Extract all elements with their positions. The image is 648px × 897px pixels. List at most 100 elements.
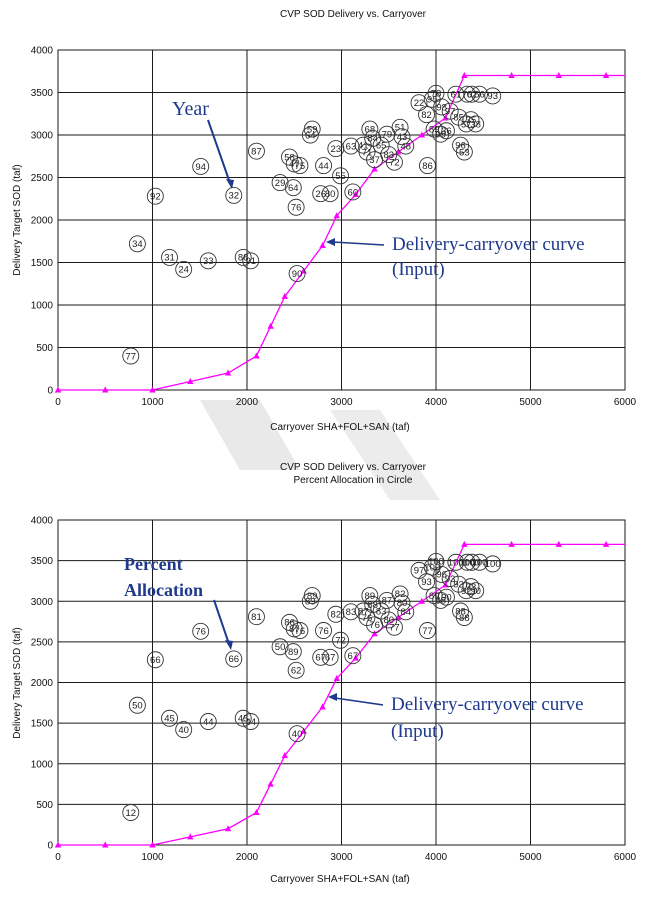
data-point: 91: [242, 252, 260, 270]
annotation-curve-arrow: [332, 241, 385, 246]
data-point-label: 67: [348, 651, 359, 662]
annotation-curve-line2: (Input): [391, 721, 444, 742]
data-point-label: 34: [132, 239, 143, 250]
y-tick-label: 1000: [31, 759, 54, 770]
data-point: 43: [393, 128, 411, 146]
x-tick-label: 3000: [330, 397, 353, 408]
data-point-label: 44: [203, 717, 214, 728]
data-point: 90: [467, 582, 485, 600]
y-tick-label: 3000: [31, 597, 54, 608]
data-point-circle: [433, 565, 451, 583]
data-point-label: 67: [325, 653, 336, 664]
data-point: 56: [471, 85, 488, 103]
data-point-label: 76: [369, 620, 380, 631]
data-point-circle: [288, 725, 306, 743]
data-point-label: 76: [295, 626, 306, 637]
data-point-circle: [432, 591, 450, 609]
data-point-circle: [344, 183, 362, 201]
data-point-label: 77: [422, 626, 433, 637]
data-point: 26: [312, 185, 330, 203]
y-tick-label: 1500: [31, 258, 54, 269]
data-point-label: 78: [431, 89, 442, 100]
data-point-circle: [281, 148, 298, 166]
data-point-circle: [248, 608, 265, 626]
chart-year: CVP SOD Delivery vs. Carryover 0 1000 2000…: [0, 0, 648, 448]
data-point-label: 29: [275, 178, 286, 189]
data-point-label: 88: [435, 596, 446, 607]
data-point-circle: [419, 157, 436, 175]
data-point-circle: [199, 713, 217, 730]
curve-marker: [333, 674, 340, 681]
curve-marker: [418, 131, 426, 138]
data-point-label: 77: [125, 351, 136, 362]
data-point-label: 100: [485, 559, 501, 570]
curve-marker: [508, 540, 515, 547]
data-point-label: 93: [487, 91, 498, 102]
annotation-percent-arrowhead: [225, 640, 233, 650]
data-point-label: 88: [455, 606, 466, 617]
data-point-circle: [234, 248, 252, 266]
data-point-label: 89: [288, 647, 299, 658]
data-point-circle: [312, 648, 330, 666]
data-point-circle: [391, 585, 409, 603]
data-point-circle: [225, 186, 243, 204]
data-point: 92: [457, 582, 475, 600]
curve-marker: [508, 72, 515, 78]
data-point-label: 76: [195, 627, 206, 638]
y-tick-label: 2500: [31, 637, 54, 648]
x-tick-label: 3000: [330, 852, 353, 863]
data-point-label: 92: [461, 586, 472, 597]
data-point-circle: [332, 631, 350, 649]
x-tick-label: 1000: [141, 397, 164, 408]
y-tick-label: 0: [47, 386, 53, 397]
data-point: 76: [315, 622, 332, 639]
data-point-circle: [285, 620, 303, 638]
data-point: 45: [161, 709, 178, 727]
x-tick-label: 2000: [236, 852, 259, 863]
data-point: 62: [287, 661, 305, 679]
data-point-circle: [432, 125, 450, 143]
data-point: 67: [321, 648, 339, 666]
data-point-label: 63: [346, 141, 357, 152]
annotation-curve: Delivery-carryover curve (Input): [328, 693, 584, 742]
data-point-label: 62: [291, 666, 302, 677]
data-point-label: 88: [367, 600, 378, 611]
data-point-circle: [303, 120, 321, 138]
x-axis-title: Carryover SHA+FOL+SAN (taf): [270, 874, 409, 885]
curve-marker: [149, 841, 156, 848]
annotation-curve: Delivery-carryover curve (Input): [326, 234, 585, 280]
data-point: 66: [146, 651, 164, 669]
data-point: 47: [285, 155, 303, 173]
curve-marker: [602, 72, 610, 78]
curve-marker: [224, 825, 232, 832]
y-tick-label: 500: [36, 800, 53, 811]
x-tick-label: 4000: [425, 852, 448, 863]
data-point: 89: [361, 587, 379, 605]
data-point-label: 100: [424, 562, 440, 573]
data-point: 34: [128, 235, 146, 253]
data-point-label: 50: [275, 642, 286, 653]
data-point-circle: [284, 643, 302, 661]
annotation-curve-arrowhead: [328, 693, 337, 701]
data-point: 96: [433, 565, 451, 583]
data-point-circle: [410, 94, 428, 112]
data-point-circle: [458, 553, 476, 571]
data-point-circle: [287, 661, 305, 679]
curve-marker: [555, 540, 563, 547]
data-point-label: 93: [445, 574, 456, 585]
data-point-circle: [342, 603, 360, 621]
data-point: 77: [385, 618, 403, 636]
x-tick-label: 4000: [425, 397, 448, 408]
data-point: 99: [432, 125, 450, 143]
data-point: 83: [342, 603, 360, 621]
data-point-label: 32: [228, 191, 239, 202]
data-point: 100: [484, 555, 502, 573]
x-tick-label: 0: [55, 397, 61, 408]
data-point: 87: [248, 142, 265, 160]
data-point: 29: [271, 174, 289, 192]
data-point-circle: [462, 111, 480, 129]
data-point-label: 75: [295, 161, 306, 172]
data-point: 22: [410, 94, 428, 112]
